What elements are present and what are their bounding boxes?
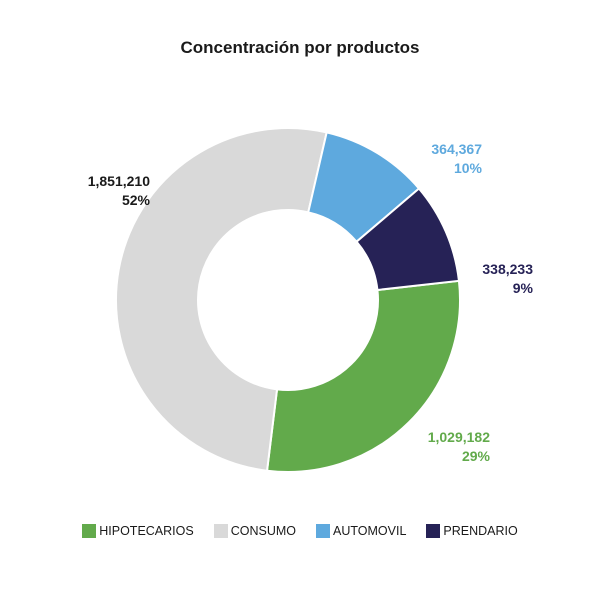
data-label-prendario-value: 338,233 xyxy=(482,261,533,277)
donut-slice-prendario xyxy=(355,187,461,292)
legend: HIPOTECARIOS CONSUMO AUTOMOVIL PRENDARIO xyxy=(0,524,600,538)
legend-swatch-prendario xyxy=(426,524,441,538)
data-label-hipotecarios-pct: 29% xyxy=(461,448,490,464)
chart-title: Concentración por productos xyxy=(180,38,420,57)
data-label-consumo-value: 1,851,210 xyxy=(87,173,150,189)
legend-item-prendario: PRENDARIO xyxy=(426,524,518,538)
data-label-consumo: 1,851,210 52% xyxy=(60,172,150,210)
data-label-automovil: 364,367 10% xyxy=(392,140,482,178)
data-label-prendario: 338,233 9% xyxy=(443,260,533,298)
legend-swatch-hipotecarios xyxy=(82,524,97,538)
data-label-automovil-pct: 10% xyxy=(453,160,482,176)
donut-slice-consumo xyxy=(115,127,328,472)
legend-label-hipotecarios: HIPOTECARIOS xyxy=(99,524,194,538)
donut-slice-hipotecarios xyxy=(265,279,461,473)
data-label-consumo-pct: 52% xyxy=(121,192,150,208)
legend-label-automovil: AUTOMOVIL xyxy=(333,524,407,538)
legend-item-hipotecarios: HIPOTECARIOS xyxy=(82,524,194,538)
legend-label-consumo: CONSUMO xyxy=(230,524,296,538)
legend-item-consumo: CONSUMO xyxy=(213,524,296,538)
data-label-hipotecarios: 1,029,182 29% xyxy=(400,428,490,466)
data-label-automovil-value: 364,367 xyxy=(431,141,482,157)
legend-swatch-automovil xyxy=(316,524,330,538)
data-label-hipotecarios-value: 1,029,182 xyxy=(427,429,490,445)
data-label-prendario-pct: 9% xyxy=(512,280,533,296)
legend-item-automovil: AUTOMOVIL xyxy=(316,524,406,538)
legend-label-prendario: PRENDARIO xyxy=(443,524,518,538)
legend-swatch-consumo xyxy=(213,524,228,538)
